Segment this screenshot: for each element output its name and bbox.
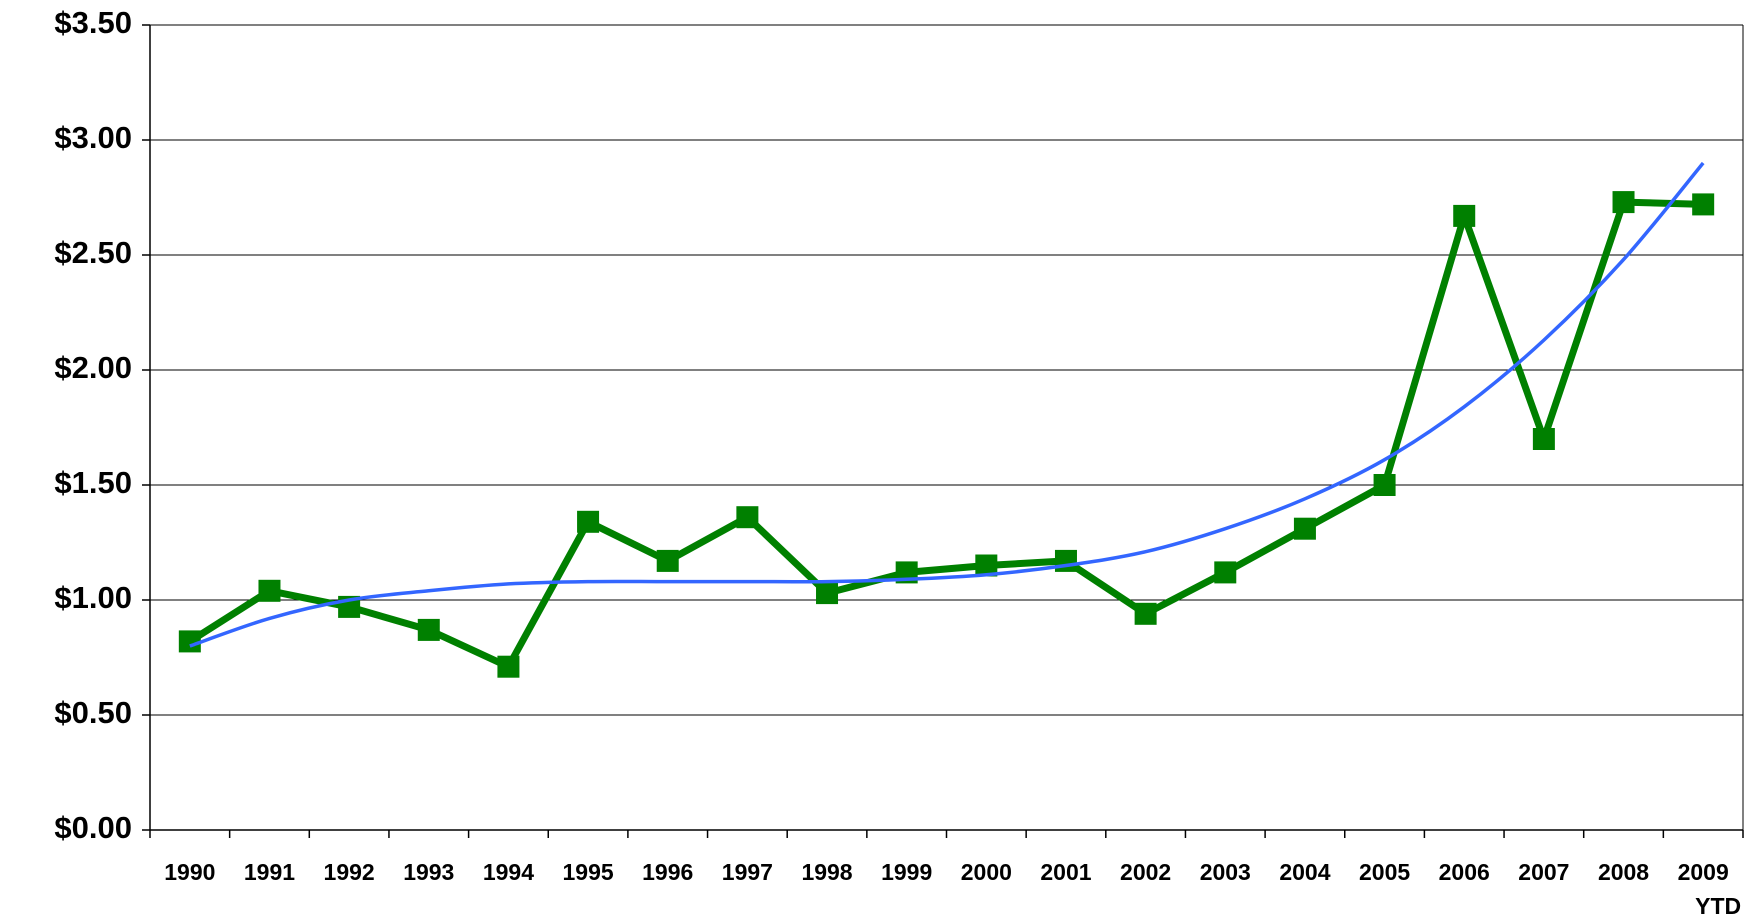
- x-tick-label: 1995: [562, 859, 613, 885]
- x-tick-label: 1990: [164, 859, 215, 885]
- marker: [656, 549, 679, 572]
- x-tick-label: 1997: [722, 859, 773, 885]
- y-tick-label: $2.00: [54, 350, 132, 385]
- x-tick-label: 2005: [1359, 859, 1410, 885]
- data-line: [187, 198, 1704, 671]
- x-tick-label: 2001: [1040, 859, 1091, 885]
- x-tick-label: 2007: [1518, 859, 1569, 885]
- x-tick-label: 2000: [961, 859, 1012, 885]
- marker: [736, 506, 759, 529]
- x-tick-label: 1993: [403, 859, 454, 885]
- marker: [1054, 549, 1077, 572]
- marker: [1532, 428, 1555, 450]
- y-tick-label: $1.50: [54, 465, 132, 500]
- marker: [1453, 204, 1476, 227]
- marker: [1373, 474, 1396, 496]
- y-tick-label: $1.00: [54, 580, 132, 615]
- y-tick-label: $3.00: [54, 120, 132, 155]
- marker: [1612, 191, 1635, 214]
- marker: [1134, 602, 1157, 625]
- marker: [577, 510, 600, 533]
- y-tick-label: $3.50: [54, 5, 132, 40]
- x-tick-label: 1996: [642, 859, 693, 885]
- marker: [816, 582, 839, 605]
- marker: [417, 618, 440, 641]
- marker: [1293, 517, 1316, 540]
- x-tick-label: 2004: [1279, 859, 1330, 885]
- marker: [1692, 193, 1715, 216]
- x-tick-label: 1991: [244, 859, 295, 885]
- y-tick-label: $0.50: [54, 695, 132, 730]
- marker: [975, 554, 998, 577]
- x-tick-label: 1999: [881, 859, 932, 885]
- x-tick-label: 1998: [801, 859, 852, 885]
- marker: [258, 579, 281, 602]
- marker: [1214, 561, 1237, 584]
- marker: [497, 655, 520, 678]
- x-tick-label: 2003: [1200, 859, 1251, 885]
- x-tick-label: 2009 YTD: [1678, 859, 1742, 919]
- x-tick-label: 1992: [324, 859, 375, 885]
- marker: [178, 630, 201, 653]
- y-tick-label: $0.00: [54, 810, 132, 845]
- x-tick-label: 2008: [1598, 859, 1649, 885]
- trend-line: [189, 161, 1705, 648]
- y-tick-label: $2.50: [54, 235, 132, 270]
- x-tick-label: 2006: [1439, 859, 1490, 885]
- x-tick-label: 2002: [1120, 859, 1171, 885]
- x-tick-label: 1994: [483, 859, 534, 885]
